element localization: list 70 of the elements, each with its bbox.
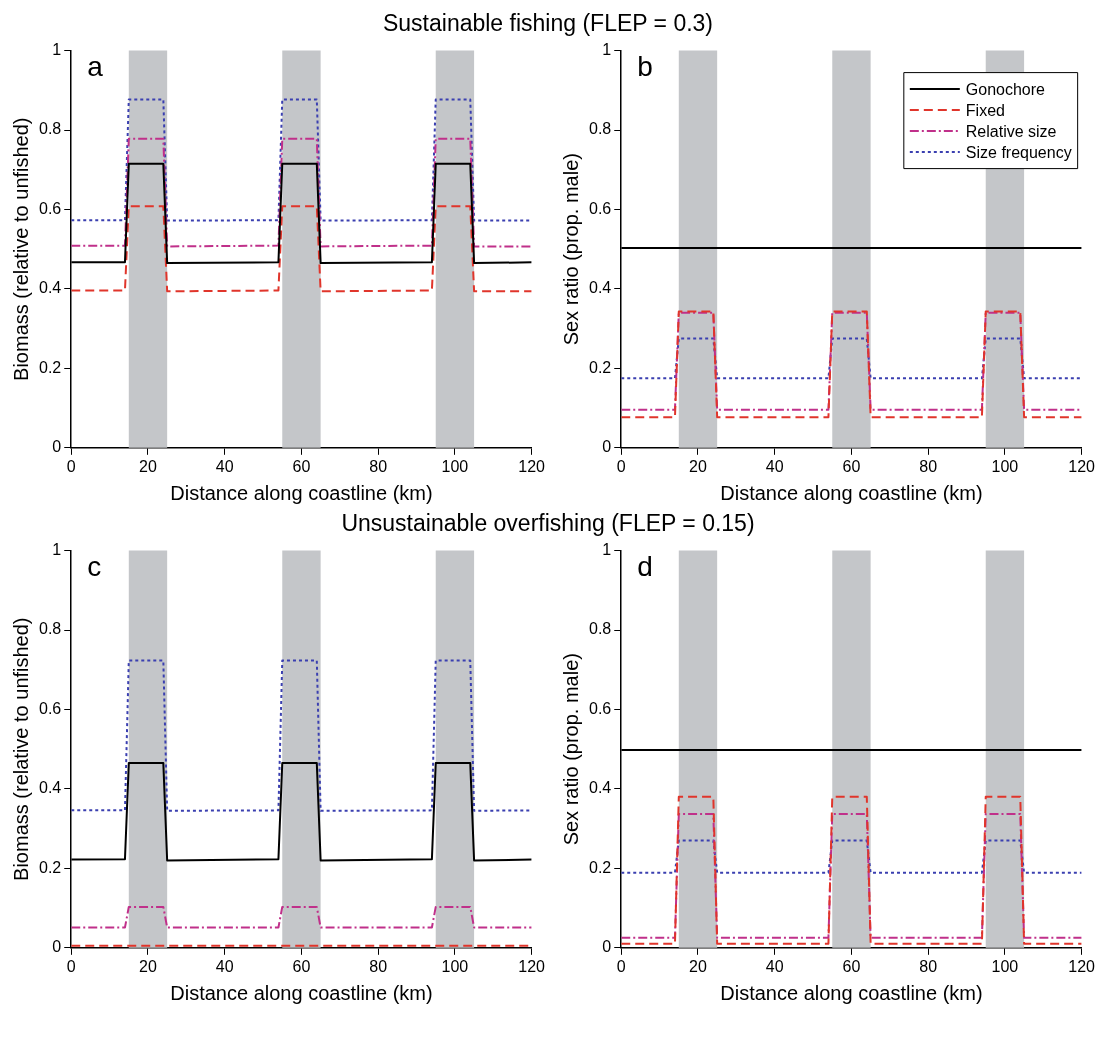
y-tick-label: 1	[52, 41, 62, 59]
y-tick-label: 0	[602, 938, 612, 956]
x-tick-label: 20	[139, 957, 157, 975]
x-tick-label: 40	[215, 457, 234, 475]
x-tick-label: 60	[292, 457, 311, 475]
y-axis-title: Sex ratio (prop. male)	[559, 153, 582, 346]
x-tick-label: 80	[919, 957, 938, 975]
x-tick-label: 0	[66, 457, 76, 475]
x-tick-label: 0	[66, 957, 76, 975]
y-tick-label: 0.2	[38, 358, 62, 376]
x-tick-label: 20	[139, 457, 157, 475]
x-tick-label: 120	[518, 457, 546, 475]
legend-label: Relative size	[965, 122, 1057, 140]
y-tick-label: 0.6	[38, 699, 62, 717]
y-tick-label: 0.4	[588, 279, 612, 297]
chart-title: Unsustainable overfishing (FLEP = 0.15)	[340, 509, 756, 538]
y-tick-label: 0.8	[38, 620, 62, 638]
annotation: d	[637, 551, 653, 583]
y-tick-label: 0.8	[588, 620, 612, 638]
chart-title: Sustainable fishing (FLEP = 0.3)	[381, 9, 715, 38]
x-tick-label: 60	[842, 957, 861, 975]
y-tick-label: 0.2	[38, 858, 62, 876]
y-tick-label: 0.8	[38, 120, 62, 138]
x-tick-label: 40	[765, 957, 784, 975]
y-tick-label: 0.6	[588, 699, 612, 717]
y-axis-title: Biomass (relative to unfished)	[9, 117, 32, 381]
x-tick-label: 100	[991, 957, 1019, 975]
y-tick-label: 0	[52, 938, 62, 956]
x-tick-label: 100	[441, 957, 469, 975]
y-tick-label: 1	[602, 541, 612, 559]
x-tick-label: 20	[689, 457, 707, 475]
x-tick-label: 20	[689, 957, 707, 975]
x-tick-label: 40	[765, 457, 784, 475]
x-tick-label: 120	[518, 957, 546, 975]
x-axis-title: Distance along coastline (km)	[170, 981, 433, 1004]
x-axis-title: Distance along coastline (km)	[720, 981, 983, 1004]
x-tick-label: 60	[842, 457, 861, 475]
y-tick-label: 1	[602, 41, 612, 59]
x-tick-label: 120	[1068, 957, 1095, 975]
y-tick-label: 0.2	[588, 358, 612, 376]
y-tick-label: 0.6	[588, 199, 612, 217]
x-tick-label: 60	[292, 957, 311, 975]
y-tick-label: 0.2	[588, 858, 612, 876]
y-tick-label: 0.4	[38, 279, 62, 297]
legend-label: Gonochore	[965, 80, 1046, 98]
x-tick-label: 80	[919, 457, 938, 475]
legend-label: Fixed	[965, 101, 1005, 119]
y-tick-label: 0	[602, 438, 612, 456]
y-tick-label: 0.8	[588, 120, 612, 138]
x-tick-label: 0	[616, 457, 626, 475]
x-tick-label: 0	[616, 957, 626, 975]
x-axis-title: Distance along coastline (km)	[720, 481, 983, 504]
x-tick-label: 120	[1068, 457, 1095, 475]
x-tick-label: 80	[369, 457, 388, 475]
annotation: c	[87, 551, 102, 583]
y-tick-label: 0.4	[38, 779, 62, 797]
y-tick-label: 1	[52, 541, 62, 559]
y-tick-label: 0.4	[588, 779, 612, 797]
y-axis-title: Biomass (relative to unfished)	[9, 617, 32, 881]
y-tick-label: 0	[52, 438, 62, 456]
annotation: b	[637, 51, 653, 83]
y-axis-title: Sex ratio (prop. male)	[559, 653, 582, 846]
x-tick-label: 40	[215, 957, 234, 975]
x-axis-title: Distance along coastline (km)	[170, 481, 433, 504]
x-tick-label: 80	[369, 957, 388, 975]
x-tick-label: 100	[991, 457, 1019, 475]
annotation: a	[87, 51, 104, 83]
legend-label: Size frequency	[965, 143, 1072, 161]
y-tick-label: 0.6	[38, 199, 62, 217]
x-tick-label: 100	[441, 457, 469, 475]
